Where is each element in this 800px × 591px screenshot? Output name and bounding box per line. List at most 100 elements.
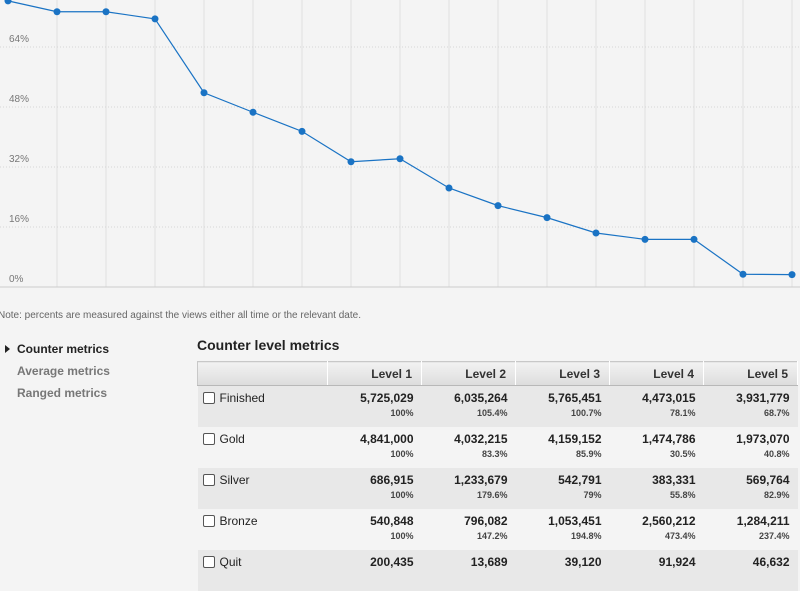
table-cell: 1,233,679 179.6% [421, 468, 516, 509]
data-point [347, 158, 355, 166]
table-cell: 569,764 82.9% [703, 468, 798, 509]
cell-value: 1,233,679 [454, 473, 508, 487]
row-name-cell: Silver [197, 468, 328, 509]
metrics-nav: Counter metrics Average metrics Ranged m… [0, 338, 190, 404]
nav-item-label: Average metrics [17, 364, 110, 378]
cell-percent: 179.6% [476, 490, 508, 500]
chart-points [4, 0, 796, 279]
row-label: Finished [219, 391, 265, 405]
cell-percent: 30.5% [669, 449, 696, 459]
cell-value: 5,725,029 [360, 391, 414, 405]
nav-counter-metrics[interactable]: Counter metrics [0, 338, 190, 360]
y-tick-label: 64% [9, 34, 29, 45]
table-row: Silver 686,915 100% 1,233,679 179.6% 542,7… [197, 468, 798, 509]
y-axis-ticks: 0% 16% 32% 48% 64% [9, 34, 29, 285]
cell-value: 39,120 [564, 555, 602, 569]
cell-value: 4,473,015 [642, 391, 696, 405]
row-name-cell: Finished [197, 385, 328, 427]
y-tick-label: 48% [9, 94, 29, 105]
row-name-cell: Bronze [197, 509, 328, 550]
row-name-cell: Quit [197, 550, 328, 591]
data-point [592, 229, 600, 237]
data-point [298, 127, 306, 135]
row-toggle: Quit [202, 555, 328, 569]
cell-percent: 100% [390, 408, 414, 418]
data-point [788, 271, 796, 279]
cell-percent: 55.8% [669, 490, 696, 500]
data-point [4, 0, 12, 5]
cell-percent: 82.9% [763, 490, 790, 500]
table-row: Quit 200,435 13,689 39,120 91,924 46,632 [197, 550, 798, 591]
cell-value: 46,632 [752, 555, 790, 569]
column-header-level-1[interactable]: Level 1 [327, 361, 422, 386]
table-cell: 4,032,215 83.3% [421, 427, 516, 468]
table-cell: 4,159,152 85.9% [515, 427, 610, 468]
table-row: Finished 5,725,029 100% 6,035,264 105.4% 5… [197, 385, 798, 427]
data-point [151, 15, 159, 23]
column-header-level-4[interactable]: Level 4 [609, 361, 704, 386]
cell-value: 91,924 [658, 555, 696, 569]
row-checkbox[interactable] [202, 392, 215, 404]
cell-percent: 78.1% [669, 408, 696, 418]
table-header-row: Level 1 Level 2 Level 3 Level 4 Level 5 [197, 361, 798, 386]
data-point [543, 214, 551, 222]
column-header-level-5[interactable]: Level 5 [703, 361, 798, 386]
cell-value: 383,331 [652, 473, 696, 487]
cell-value: 1,973,070 [736, 432, 790, 446]
cell-value: 13,689 [470, 555, 508, 569]
table-cell: 540,848 100% [327, 509, 422, 550]
chart-grid [0, 0, 800, 288]
table-cell: 542,791 79% [515, 468, 610, 509]
table-cell: 200,435 [327, 550, 422, 591]
y-tick-label: 0% [9, 274, 24, 285]
data-point [739, 270, 747, 278]
cell-percent: 100% [390, 490, 414, 500]
table-cell: 1,053,451 194.8% [515, 509, 610, 550]
cell-value: 542,791 [558, 473, 602, 487]
cell-value: 2,560,212 [642, 514, 696, 528]
cell-percent: 473.4% [664, 531, 696, 541]
cell-value: 3,931,779 [736, 391, 790, 405]
table-row: Bronze 540,848 100% 796,082 147.2% 1,053,4… [197, 509, 798, 550]
expand-arrow-icon [5, 345, 10, 353]
row-checkbox[interactable] [202, 515, 215, 527]
table-row: Gold 4,841,000 100% 4,032,215 83.3% 4,159,… [197, 427, 798, 468]
table-cell: 5,765,451 100.7% [515, 385, 610, 427]
nav-item-label: Counter metrics [17, 342, 110, 356]
row-checkbox[interactable] [202, 474, 215, 486]
section-title: Counter level metrics [197, 337, 340, 353]
data-point [494, 202, 502, 210]
data-point [102, 8, 110, 16]
cell-value: 540,848 [370, 514, 414, 528]
cell-percent: 147.2% [476, 531, 508, 541]
row-checkbox[interactable] [202, 556, 215, 568]
cell-value: 200,435 [370, 555, 414, 569]
table-cell: 383,331 55.8% [609, 468, 704, 509]
table-cell: 4,473,015 78.1% [609, 385, 704, 427]
row-toggle: Bronze [202, 514, 328, 528]
counter-metrics-table: Level 1 Level 2 Level 3 Level 4 Level 5 … [197, 361, 798, 591]
cell-value: 1,474,786 [642, 432, 696, 446]
table-cell: 13,689 [421, 550, 516, 591]
nav-average-metrics[interactable]: Average metrics [0, 360, 190, 382]
cell-percent: 194.8% [570, 531, 602, 541]
nav-ranged-metrics[interactable]: Ranged metrics [0, 382, 190, 404]
header-corner [197, 361, 328, 386]
data-point [445, 184, 453, 192]
table-cell: 686,915 100% [327, 468, 422, 509]
data-point [396, 155, 404, 163]
table-cell: 5,725,029 100% [327, 385, 422, 427]
cell-value: 4,841,000 [360, 432, 414, 446]
cell-percent: 79% [583, 490, 602, 500]
table-cell: 796,082 147.2% [421, 509, 516, 550]
column-header-level-3[interactable]: Level 3 [515, 361, 610, 386]
cell-percent: 85.9% [575, 449, 602, 459]
cell-percent: 83.3% [481, 449, 508, 459]
cell-percent: 100% [390, 531, 414, 541]
cell-value: 4,159,152 [548, 432, 602, 446]
column-header-level-2[interactable]: Level 2 [421, 361, 516, 386]
row-checkbox[interactable] [202, 433, 215, 445]
table-cell: 3,931,779 68.7% [703, 385, 798, 427]
data-point [200, 89, 208, 97]
row-label: Quit [219, 555, 242, 569]
